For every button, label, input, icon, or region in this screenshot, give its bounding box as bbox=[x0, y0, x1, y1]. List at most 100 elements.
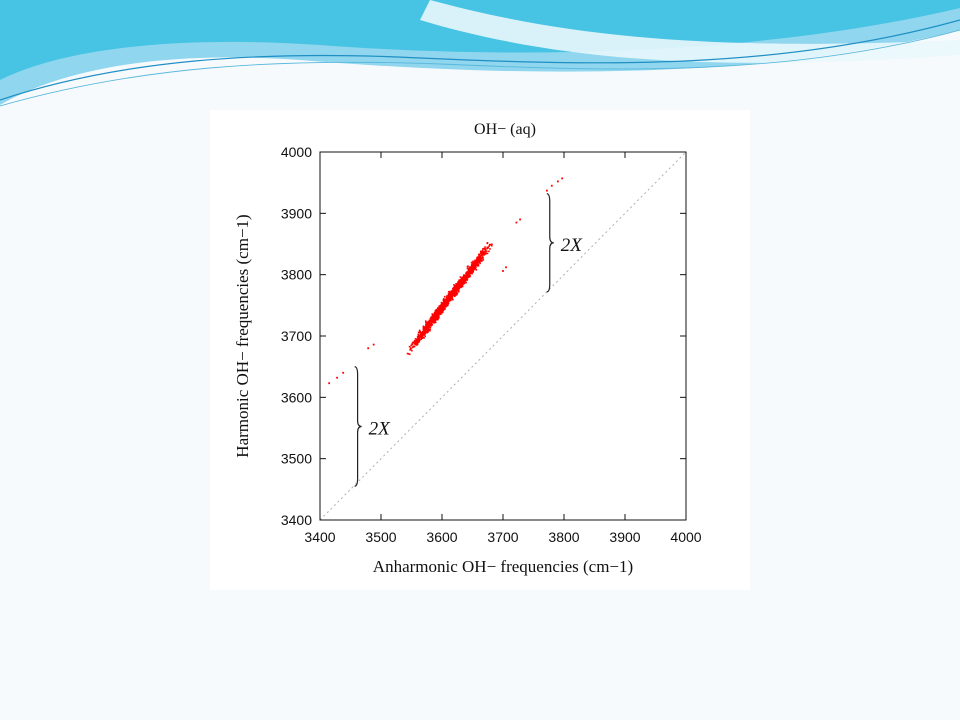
scatter-point bbox=[419, 330, 422, 333]
scatter-point bbox=[431, 315, 434, 317]
scatter-point bbox=[458, 290, 460, 293]
scatter-point bbox=[443, 301, 445, 304]
scatter-point bbox=[412, 345, 415, 348]
scatter-point bbox=[336, 376, 338, 379]
scatter-point bbox=[463, 282, 466, 284]
scatter-point bbox=[372, 343, 375, 346]
scatter-point bbox=[410, 344, 412, 347]
scatter-point bbox=[434, 321, 437, 324]
scatter-point bbox=[436, 310, 439, 312]
scatter-point bbox=[463, 281, 465, 283]
scatter-point bbox=[561, 177, 564, 180]
scatter-point bbox=[429, 326, 432, 329]
scatter-point bbox=[429, 323, 431, 326]
scatter-point bbox=[435, 318, 437, 321]
scatter-point bbox=[445, 296, 448, 299]
scatter-point bbox=[479, 260, 481, 263]
scatter-point bbox=[419, 338, 421, 341]
scatter-point bbox=[476, 260, 479, 263]
scatter-point bbox=[430, 319, 433, 322]
scatter-point bbox=[450, 291, 452, 293]
scatter-point bbox=[447, 302, 450, 305]
scatter-point bbox=[408, 353, 411, 356]
scatter-point bbox=[436, 311, 439, 314]
scatter-point bbox=[427, 327, 430, 329]
scatter-point bbox=[428, 319, 431, 322]
scatter-point bbox=[480, 259, 483, 261]
scatter-point bbox=[482, 259, 485, 261]
scatter-point bbox=[472, 260, 474, 263]
scatter-point bbox=[424, 331, 426, 333]
scatter-point bbox=[453, 293, 456, 296]
x-tick-label: 3500 bbox=[365, 529, 396, 545]
scatter-point bbox=[438, 312, 441, 315]
scatter-point bbox=[419, 336, 421, 339]
scatter-point bbox=[424, 320, 427, 322]
scatter-point bbox=[453, 290, 456, 293]
scatter-point bbox=[454, 292, 456, 295]
scatter-point bbox=[429, 317, 432, 320]
scatter-point bbox=[453, 284, 455, 286]
scatter-point bbox=[423, 330, 426, 332]
scatter-point bbox=[420, 332, 422, 334]
scatter-point bbox=[474, 267, 477, 270]
scatter-point bbox=[437, 316, 440, 319]
scatter-point bbox=[483, 248, 486, 250]
scatter-point bbox=[461, 279, 464, 282]
scatter-point bbox=[457, 290, 460, 292]
scatter-point bbox=[466, 278, 469, 281]
scatter-point bbox=[457, 282, 460, 285]
scatter-point bbox=[429, 319, 432, 322]
scatter-point bbox=[436, 317, 439, 319]
y-tick-label: 3800 bbox=[281, 267, 312, 283]
scatter-point bbox=[463, 274, 466, 276]
scatter-point bbox=[484, 246, 486, 248]
scatter-point bbox=[443, 304, 445, 307]
scatter-point bbox=[429, 324, 432, 327]
scatter-point bbox=[425, 328, 428, 331]
scatter-point bbox=[429, 328, 431, 331]
scatter-point bbox=[419, 333, 422, 335]
scatter-point bbox=[426, 325, 429, 328]
y-axis-title: Harmonic OH− frequencies (cm−1) bbox=[233, 214, 252, 457]
scatter-point bbox=[452, 298, 454, 301]
scatter-point bbox=[455, 293, 458, 296]
scatter-point bbox=[431, 316, 433, 319]
scatter-point bbox=[420, 333, 423, 336]
scatter-point bbox=[455, 285, 457, 288]
scatter-point bbox=[437, 315, 440, 317]
scatter-point bbox=[461, 283, 463, 285]
scatter-point bbox=[463, 276, 465, 278]
x-tick-label: 3600 bbox=[426, 529, 457, 545]
scatter-point bbox=[427, 320, 430, 323]
scatter-point bbox=[484, 251, 487, 253]
scatter-point bbox=[440, 301, 443, 304]
scatter-point bbox=[411, 343, 413, 345]
scatter-point bbox=[427, 324, 430, 327]
scatter-point bbox=[437, 311, 440, 313]
scatter-point bbox=[428, 323, 430, 326]
scatter-point bbox=[481, 256, 484, 259]
scatter-point bbox=[480, 257, 482, 259]
scatter-point bbox=[470, 261, 473, 264]
scatter-point bbox=[490, 244, 493, 247]
scatter-point bbox=[480, 250, 482, 253]
scatter-point bbox=[462, 280, 465, 282]
scatter-point bbox=[439, 306, 442, 308]
scatter-point bbox=[425, 321, 427, 324]
scatter-point bbox=[451, 288, 454, 290]
scatter-point bbox=[444, 303, 446, 306]
scatter-point bbox=[422, 336, 424, 339]
scatter-point bbox=[466, 279, 468, 282]
scatter-point bbox=[441, 305, 444, 307]
scatter-point bbox=[466, 267, 469, 270]
scatter-point bbox=[546, 189, 548, 192]
scatter-point bbox=[436, 310, 438, 313]
scatter-point bbox=[421, 333, 424, 336]
annotation-brace bbox=[546, 193, 554, 293]
scatter-point bbox=[437, 315, 439, 317]
header-banner bbox=[0, 0, 960, 107]
scatter-point bbox=[466, 272, 468, 275]
scatter-point bbox=[467, 275, 469, 277]
scatter-point bbox=[444, 308, 446, 311]
